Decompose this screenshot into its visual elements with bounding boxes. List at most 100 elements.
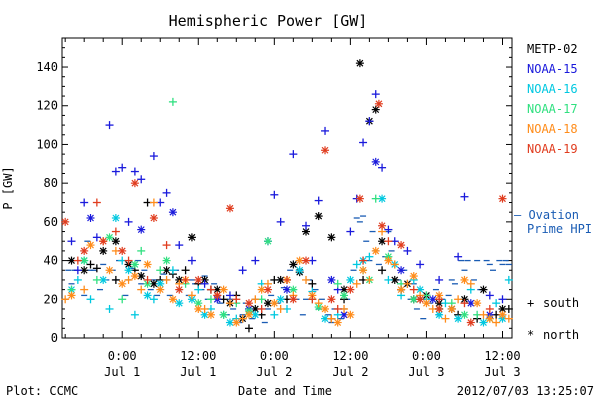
south-marker xyxy=(276,304,285,313)
north-marker-d2 xyxy=(226,204,234,212)
north-marker-d2 xyxy=(163,257,171,265)
north-marker xyxy=(156,285,165,294)
north-marker-d2 xyxy=(251,305,259,313)
north-marker xyxy=(378,237,387,246)
north-marker-d2 xyxy=(112,237,120,245)
north-marker-d2 xyxy=(289,295,297,303)
x-tick-label-time: 12:00 xyxy=(484,349,520,363)
north-marker-d2 xyxy=(156,280,164,288)
north-marker-d2 xyxy=(277,276,285,284)
south-marker xyxy=(251,295,260,304)
north-marker-d2 xyxy=(372,247,380,255)
north-marker-d2 xyxy=(289,286,297,294)
south-marker xyxy=(498,295,507,304)
south-marker xyxy=(149,152,158,161)
south-marker xyxy=(359,256,368,265)
south-marker xyxy=(124,275,133,284)
north-marker-d2 xyxy=(397,266,405,274)
north-marker-d2 xyxy=(416,286,424,294)
north-marker xyxy=(346,285,355,294)
north-marker xyxy=(99,275,108,284)
north-marker-d2 xyxy=(264,286,272,294)
south-marker xyxy=(504,275,513,284)
south-marker xyxy=(352,260,361,269)
footer-right: 2012/07/03 13:25:07 xyxy=(457,384,594,398)
y-tick-label: 140 xyxy=(36,60,58,74)
north-marker-d2 xyxy=(283,286,291,294)
south-marker xyxy=(118,295,127,304)
north-marker xyxy=(359,266,368,275)
south-marker xyxy=(80,198,89,207)
north-marker xyxy=(225,204,234,213)
north-marker-d2 xyxy=(220,286,228,294)
legend-entry: NOAA-19 xyxy=(527,142,578,156)
north-marker xyxy=(314,212,323,221)
marker-legend: + south * north xyxy=(527,296,579,342)
south-marker xyxy=(409,285,418,294)
legend-ovation: — Ovation xyxy=(514,208,579,222)
north-marker xyxy=(118,279,127,288)
north-marker xyxy=(194,275,203,284)
north-marker xyxy=(422,299,431,308)
north-marker-d2 xyxy=(169,208,177,216)
north-marker xyxy=(111,237,120,246)
north-marker-d2 xyxy=(296,257,304,265)
north-marker-d2 xyxy=(480,319,487,326)
south-marker xyxy=(73,256,82,265)
south-marker xyxy=(308,279,317,288)
south-marker xyxy=(460,299,469,308)
legend: METP-02 NOAA-15 NOAA-16 NOAA-17 NOAA-18 NOAA-… xyxy=(514,42,592,236)
north-marker-d2 xyxy=(397,286,405,294)
north-marker xyxy=(355,194,364,203)
south-marker xyxy=(251,256,260,265)
north-marker-d2 xyxy=(264,299,272,307)
north-marker-d2 xyxy=(296,266,304,274)
south-marker xyxy=(244,324,253,333)
north-marker-d2 xyxy=(150,214,158,222)
north-marker xyxy=(460,275,469,284)
south-marker xyxy=(466,279,475,288)
north-marker xyxy=(270,299,279,308)
north-marker-d2 xyxy=(378,237,386,245)
south-marker xyxy=(73,266,82,275)
south-marker xyxy=(130,167,139,176)
south-marker xyxy=(124,256,133,265)
x-tick-label-date: Jul 1 xyxy=(104,365,140,379)
north-marker xyxy=(371,157,380,166)
south-marker xyxy=(327,314,336,323)
north-marker-d2 xyxy=(321,146,329,154)
north-marker xyxy=(276,295,285,304)
north-marker-d2 xyxy=(356,195,364,203)
south-marker xyxy=(73,275,82,284)
north-marker-d2 xyxy=(448,305,456,313)
south-marker xyxy=(111,227,120,236)
north-marker xyxy=(384,256,393,265)
north-marker-d2 xyxy=(302,257,310,265)
x-tick-label-date: Jul 3 xyxy=(484,365,520,379)
north-marker-d2 xyxy=(454,315,462,323)
chart-title: Hemispheric Power [GW] xyxy=(169,12,368,30)
north-marker-d2 xyxy=(99,237,107,245)
x-axis: 0:00 Jul 1 12:00 Jul 1 0:00 Jul 2 12:00 Jul 2 0:… xyxy=(64,38,521,379)
north-marker xyxy=(397,241,406,250)
north-marker-d2 xyxy=(194,299,202,307)
south-marker xyxy=(111,167,120,176)
north-marker-d2 xyxy=(80,257,88,265)
north-marker-d2 xyxy=(194,305,202,313)
south-marker xyxy=(289,150,298,159)
north-marker-d2 xyxy=(99,247,107,255)
north-marker xyxy=(194,299,203,308)
north-marker-d2 xyxy=(156,286,164,294)
south-marker xyxy=(200,279,209,288)
south-marker xyxy=(435,275,444,284)
north-marker-d2 xyxy=(150,280,158,288)
north-marker-d2 xyxy=(346,286,354,294)
north-marker xyxy=(454,314,463,323)
north-marker-d2 xyxy=(106,233,113,241)
north-marker xyxy=(124,266,133,275)
south-marker xyxy=(390,260,399,269)
north-marker-d2 xyxy=(461,311,468,319)
north-marker xyxy=(346,275,355,284)
north-marker xyxy=(283,285,291,294)
south-marker xyxy=(365,252,374,261)
